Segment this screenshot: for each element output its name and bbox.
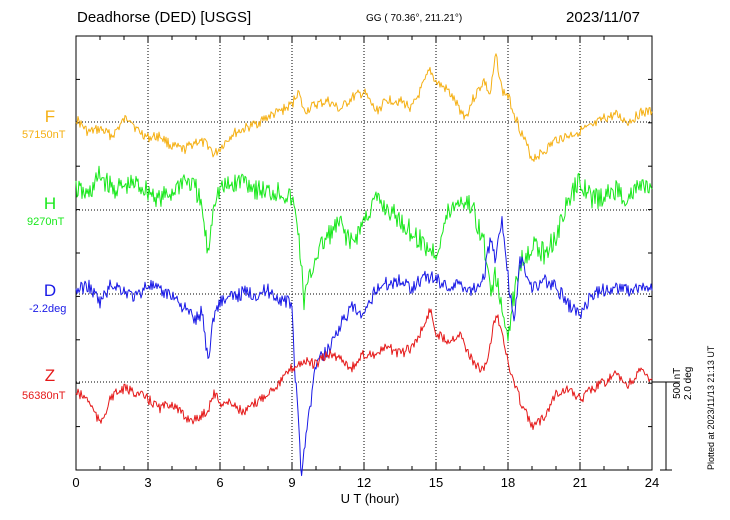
- x-tick-label: 6: [216, 475, 224, 490]
- series-line-f: [75, 53, 653, 162]
- series-label-f: F: [44, 107, 56, 126]
- series-label-d: D: [43, 281, 57, 300]
- x-tick-label: 21: [572, 475, 588, 490]
- scale-bar: [652, 381, 680, 471]
- series-line-z: [75, 308, 653, 430]
- plot-frame: [75, 35, 653, 471]
- series-label-z: Z: [44, 366, 56, 385]
- x-tick-label: 3: [144, 475, 152, 490]
- x-tick-label: 0: [72, 475, 80, 490]
- series-line-d: [75, 216, 653, 477]
- geographic-coordinates: GG ( 70.36°, 211.21°): [366, 13, 463, 24]
- x-axis-title: U T (hour): [340, 491, 400, 506]
- baseline-label-d: -2.2deg: [29, 303, 67, 315]
- scale-deg-label: 2.0 deg: [683, 366, 694, 400]
- scale-nt-label: 500 nT: [672, 367, 683, 399]
- x-tick-label: 9: [288, 475, 296, 490]
- baseline-label-h: 9270nT: [27, 216, 65, 228]
- baseline-label-f: 57150nT: [22, 129, 66, 141]
- x-tick-label: 15: [428, 475, 444, 490]
- x-tick-label: 18: [500, 475, 516, 490]
- series-layer: [75, 53, 653, 477]
- scale-bar-label: 500 nT 2.0 deg: [672, 367, 694, 400]
- x-tick-label: 24: [644, 475, 660, 490]
- station-title: Deadhorse (DED) [USGS]: [77, 9, 252, 26]
- baseline-label-z: 56380nT: [22, 390, 66, 402]
- x-tick-label: 12: [356, 475, 372, 490]
- series-label-h: H: [43, 194, 57, 213]
- plot-date: 2023/11/07: [566, 9, 640, 26]
- plotted-timestamp: Plotted at 2023/11/13 21:13 UT: [706, 345, 716, 470]
- grid-lines: [76, 36, 652, 470]
- series-line-h: [75, 165, 653, 342]
